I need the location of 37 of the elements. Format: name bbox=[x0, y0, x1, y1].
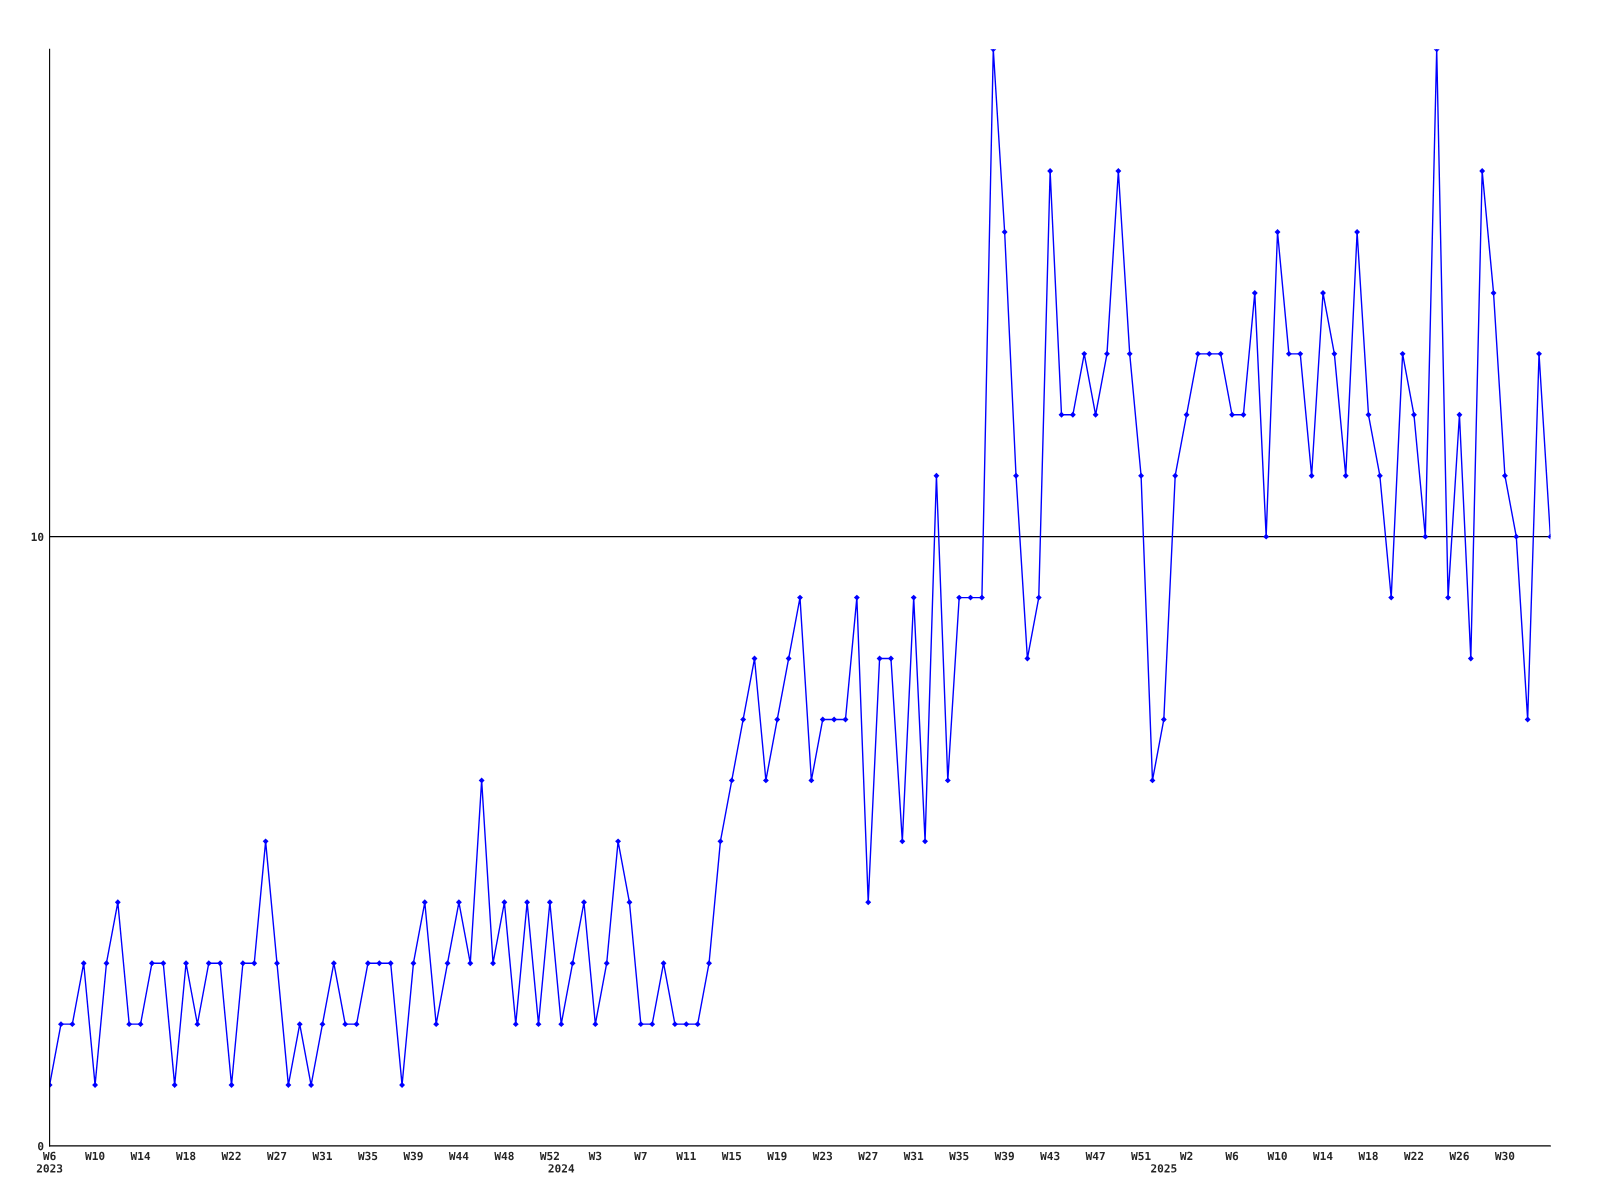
x-tick-label: W35 bbox=[949, 1151, 969, 1161]
x-tick-label: W27 bbox=[266, 1151, 287, 1160]
x-tick-label: W2 bbox=[1179, 1151, 1193, 1160]
y-tick-label: 0 bbox=[38, 1141, 44, 1151]
x-tick-label: W35 bbox=[357, 1151, 378, 1161]
x-tick-label: W39 bbox=[994, 1151, 1014, 1161]
x-tick-label: W7 bbox=[634, 1151, 647, 1160]
x-tick-label: W19 bbox=[767, 1151, 787, 1161]
x-tick-label: W11 bbox=[676, 1151, 696, 1160]
x-tick-label: W6 bbox=[1225, 1151, 1239, 1161]
x-tick-label: W23 bbox=[812, 1151, 833, 1161]
x-tick-label: W15 bbox=[721, 1151, 742, 1161]
x-tick-label: W48 bbox=[494, 1151, 514, 1161]
x-tick-label: 2025 bbox=[1151, 1164, 1177, 1173]
x-tick-label: W18 bbox=[1358, 1151, 1378, 1161]
x-tick-label: W10 bbox=[1267, 1151, 1287, 1161]
x-tick-label: W14 bbox=[1312, 1151, 1333, 1160]
x-tick-label: W6 2023 bbox=[36, 1151, 63, 1173]
x-tick-label: W39 bbox=[403, 1151, 423, 1161]
x-tick-label: W52 bbox=[539, 1151, 559, 1161]
x-tick-label: W44 bbox=[448, 1151, 469, 1160]
x-tick-label: W26 bbox=[1449, 1151, 1469, 1161]
y-tick-label: 10 bbox=[31, 532, 44, 542]
x-tick-label: 2024 bbox=[548, 1164, 575, 1173]
x-tick-label: W31 bbox=[312, 1151, 332, 1161]
x-tick-label: W18 bbox=[176, 1151, 196, 1161]
x-tick-label: W3 bbox=[588, 1151, 602, 1161]
x-tick-label: W47 bbox=[1085, 1151, 1105, 1160]
x-tick-label: W27 bbox=[858, 1151, 878, 1160]
x-tick-label: W14 bbox=[130, 1151, 151, 1160]
x-tick-label: W30 bbox=[1494, 1151, 1515, 1161]
x-tick-label: W31 bbox=[903, 1151, 924, 1161]
x-tick-label: W10 bbox=[85, 1151, 105, 1161]
x-tick-label: W43 bbox=[1040, 1151, 1060, 1161]
x-tick-label: W51 bbox=[1131, 1151, 1151, 1161]
x-tick-label: W22 bbox=[1403, 1151, 1424, 1160]
x-tick-label: W22 bbox=[221, 1151, 241, 1160]
